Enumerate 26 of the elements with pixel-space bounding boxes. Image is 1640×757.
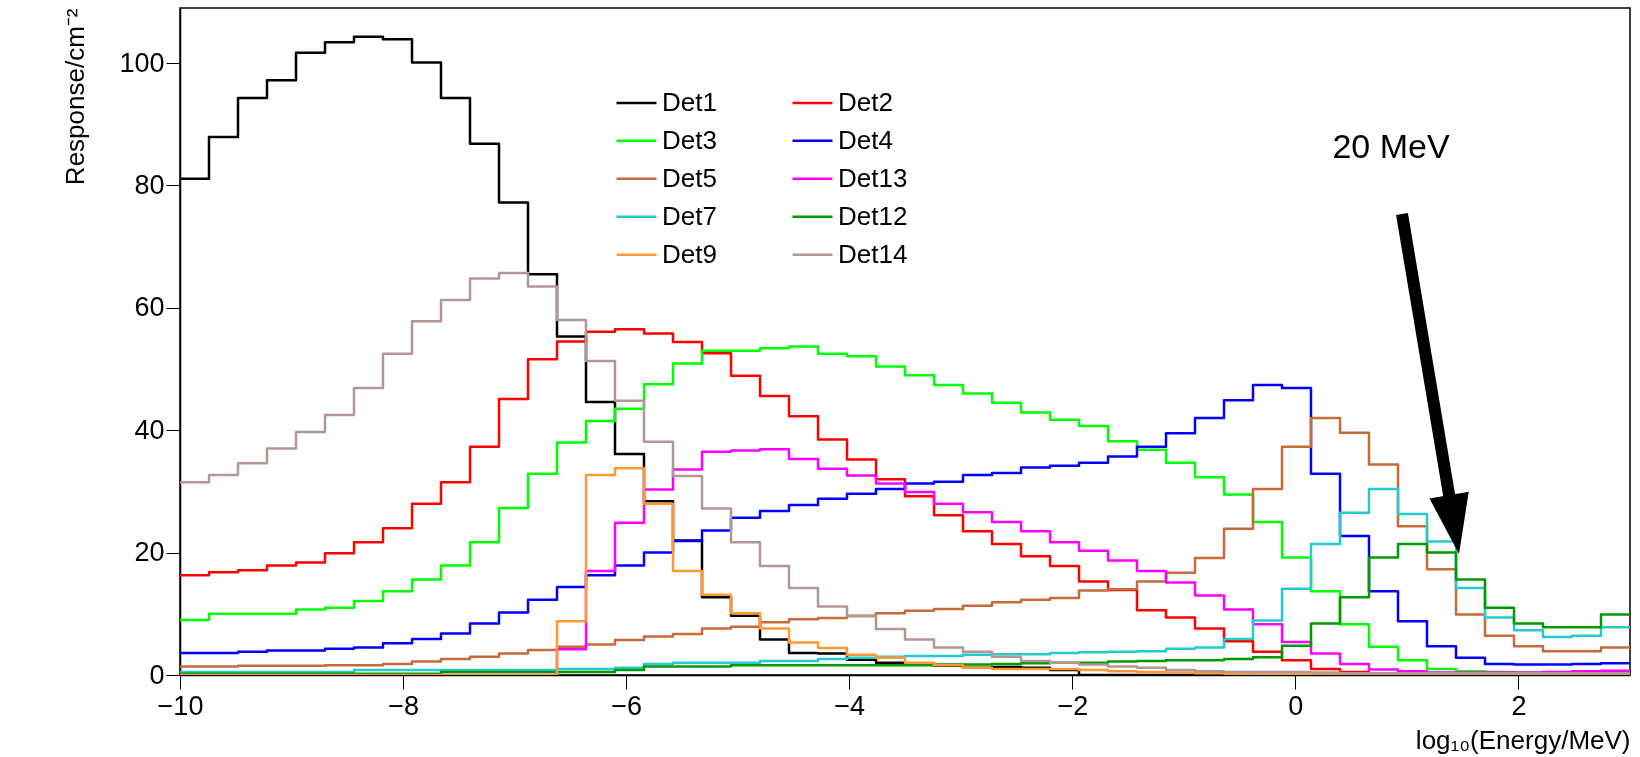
y-tick-label: 100	[119, 47, 165, 78]
legend-label: Det13	[838, 162, 908, 193]
legend-label: Det4	[838, 124, 893, 155]
x-tick-label: 2	[1511, 690, 1527, 721]
y-tick-label: 20	[134, 537, 165, 568]
x-tick-label: −6	[611, 690, 643, 721]
legend-label: Det2	[838, 87, 893, 118]
legend-label: Det7	[662, 200, 717, 231]
x-tick-label: −4	[834, 690, 866, 721]
y-tick-label: 0	[149, 659, 165, 690]
legend-label: Det14	[838, 238, 908, 269]
x-tick-label: −10	[157, 690, 204, 721]
y-tick-label: 60	[134, 292, 165, 323]
y-tick-label: 40	[134, 414, 165, 445]
x-tick-label: 0	[1288, 690, 1304, 721]
y-tick-label: 80	[134, 169, 165, 200]
legend-label: Det1	[662, 87, 717, 118]
x-axis-title: log₁₀(Energy/MeV)	[1415, 724, 1631, 755]
legend-label: Det12	[838, 200, 908, 231]
y-axis-title: Response/cm⁻²	[60, 8, 91, 186]
legend-label: Det9	[662, 238, 717, 269]
legend-label: Det5	[662, 162, 717, 193]
annotation: 20 MeV	[1332, 127, 1450, 165]
x-tick-label: −8	[388, 690, 419, 721]
x-tick-label: −2	[1057, 690, 1089, 721]
legend-label: Det3	[662, 124, 717, 155]
